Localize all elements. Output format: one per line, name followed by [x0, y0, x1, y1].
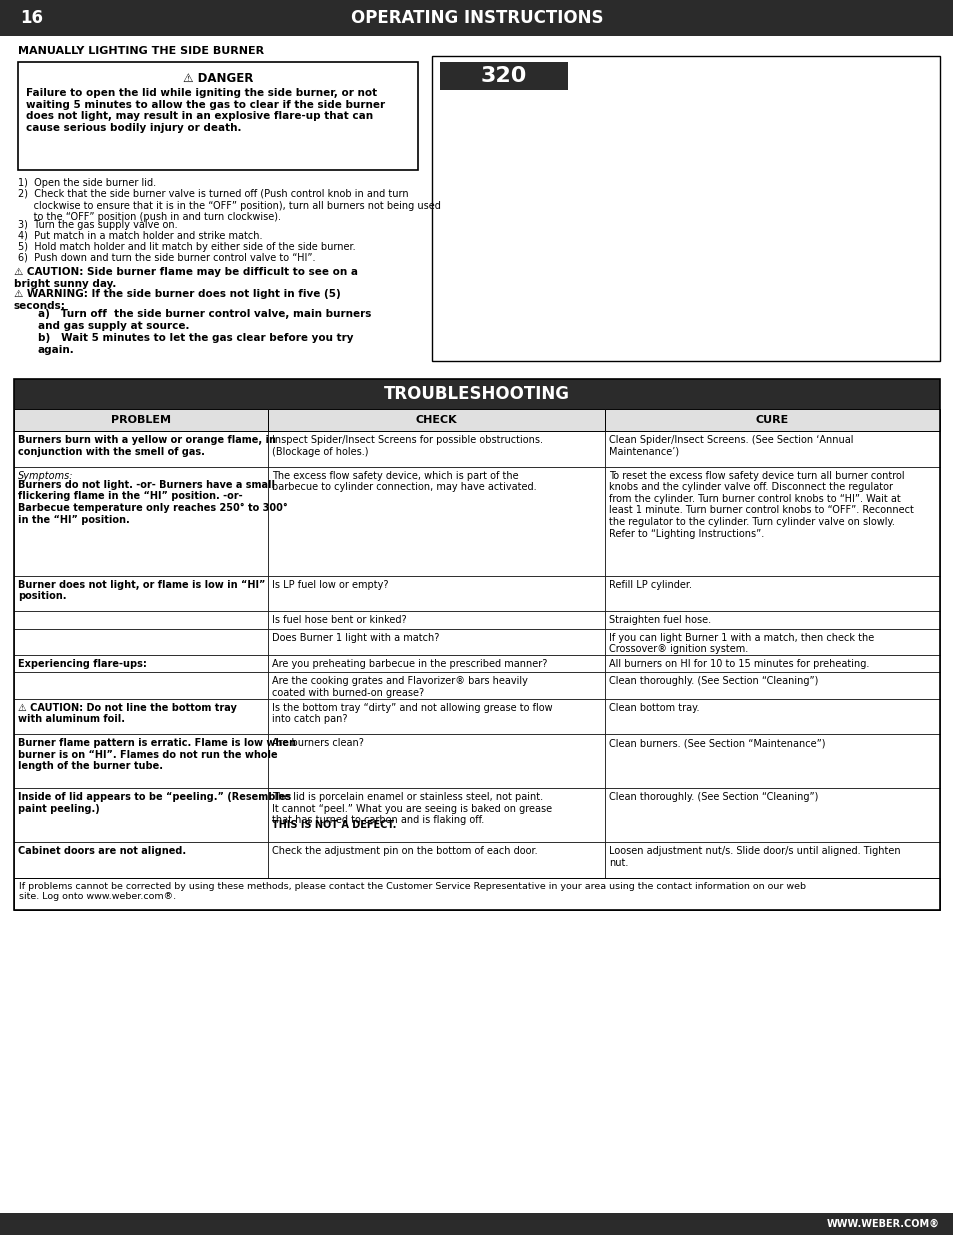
Bar	[604, 788, 939, 842]
Bar	[14, 878, 939, 910]
Bar	[14, 379, 939, 910]
Bar	[268, 734, 604, 788]
Bar	[604, 431, 939, 467]
Text: Are you preheating barbecue in the prescribed manner?: Are you preheating barbecue in the presc…	[272, 659, 547, 669]
Bar	[14, 467, 268, 576]
Bar	[14, 379, 939, 409]
Text: 4)  Put match in a match holder and strike match.: 4) Put match in a match holder and strik…	[18, 231, 262, 241]
Text: CHECK: CHECK	[416, 415, 456, 425]
Text: Refill LP cylinder.: Refill LP cylinder.	[608, 579, 691, 590]
Bar	[14, 409, 268, 431]
Text: Burners burn with a yellow or orange flame, in
conjunction with the smell of gas: Burners burn with a yellow or orange fla…	[18, 435, 275, 457]
Bar	[268, 842, 604, 878]
Bar	[604, 842, 939, 878]
Text: Symptoms:: Symptoms:	[18, 471, 73, 480]
Text: Straighten fuel hose.: Straighten fuel hose.	[608, 615, 710, 625]
Text: OPERATING INSTRUCTIONS: OPERATING INSTRUCTIONS	[351, 9, 602, 27]
Bar	[268, 409, 604, 431]
Text: a)   Turn off  the side burner control valve, main burners
and gas supply at sou: a) Turn off the side burner control valv…	[38, 309, 371, 331]
Bar	[604, 611, 939, 629]
Text: Is LP fuel low or empty?: Is LP fuel low or empty?	[272, 579, 388, 590]
Text: Are burners clean?: Are burners clean?	[272, 739, 363, 748]
Text: Burners do not light. -or- Burners have a small
flickering flame in the “HI” pos: Burners do not light. -or- Burners have …	[18, 480, 288, 525]
Bar	[14, 611, 268, 629]
Bar	[268, 672, 604, 699]
Text: CURE: CURE	[755, 415, 788, 425]
Text: 1)  Open the side burner lid.: 1) Open the side burner lid.	[18, 178, 156, 188]
Text: ⚠ DANGER: ⚠ DANGER	[183, 72, 253, 85]
Bar	[268, 611, 604, 629]
Bar	[604, 629, 939, 655]
Bar	[14, 431, 268, 467]
Bar	[14, 788, 268, 842]
Bar	[14, 655, 268, 672]
Bar	[14, 842, 268, 878]
Text: ⚠ CAUTION: Side burner flame may be difficult to see on a
bright sunny day.: ⚠ CAUTION: Side burner flame may be diff…	[14, 267, 357, 289]
Bar	[268, 576, 604, 611]
Text: ⚠ WARNING: If the side burner does not light in five (5)
seconds:: ⚠ WARNING: If the side burner does not l…	[14, 289, 340, 310]
Text: Check the adjustment pin on the bottom of each door.: Check the adjustment pin on the bottom o…	[272, 846, 537, 856]
Text: To reset the excess flow safety device turn all burner control
knobs and the cyl: To reset the excess flow safety device t…	[608, 471, 913, 538]
Text: 2)  Check that the side burner valve is turned off (Push control knob in and tur: 2) Check that the side burner valve is t…	[18, 189, 440, 222]
Bar	[604, 699, 939, 734]
Bar	[604, 409, 939, 431]
Text: Clean burners. (See Section “Maintenance”): Clean burners. (See Section “Maintenance…	[608, 739, 824, 748]
Bar	[268, 655, 604, 672]
Bar	[0, 0, 953, 36]
Bar	[604, 655, 939, 672]
Bar	[439, 62, 567, 90]
Bar	[604, 734, 939, 788]
Text: Inside of lid appears to be “peeling.” (Resembles
paint peeling.): Inside of lid appears to be “peeling.” (…	[18, 792, 291, 814]
Text: 16: 16	[20, 9, 43, 27]
Text: 6)  Push down and turn the side burner control valve to “HI”.: 6) Push down and turn the side burner co…	[18, 253, 315, 263]
Bar	[268, 699, 604, 734]
Text: Clean Spider/Insect Screens. (See Section ‘Annual
Maintenance’): Clean Spider/Insect Screens. (See Sectio…	[608, 435, 853, 457]
Text: PROBLEM: PROBLEM	[111, 415, 171, 425]
Text: Inspect Spider/Insect Screens for possible obstructions.
(Blockage of holes.): Inspect Spider/Insect Screens for possib…	[272, 435, 542, 457]
Bar	[604, 672, 939, 699]
Text: MANUALLY LIGHTING THE SIDE BURNER: MANUALLY LIGHTING THE SIDE BURNER	[18, 46, 264, 56]
Bar	[604, 467, 939, 576]
Bar	[18, 62, 417, 170]
Text: Failure to open the lid while igniting the side burner, or not
waiting 5 minutes: Failure to open the lid while igniting t…	[26, 88, 385, 133]
Text: If you can light Burner 1 with a match, then check the
Crossover® ignition syste: If you can light Burner 1 with a match, …	[608, 632, 873, 655]
Bar	[604, 576, 939, 611]
Bar	[14, 576, 268, 611]
Bar	[14, 699, 268, 734]
Bar	[268, 431, 604, 467]
Text: WWW.WEBER.COM®: WWW.WEBER.COM®	[826, 1219, 939, 1229]
Text: Burner does not light, or flame is low in “HI”
position.: Burner does not light, or flame is low i…	[18, 579, 265, 601]
Text: 320: 320	[480, 65, 527, 86]
Bar	[432, 56, 939, 361]
Text: All burners on HI for 10 to 15 minutes for preheating.: All burners on HI for 10 to 15 minutes f…	[608, 659, 868, 669]
Text: The excess flow safety device, which is part of the
barbecue to cylinder connect: The excess flow safety device, which is …	[272, 471, 536, 493]
Text: Are the cooking grates and Flavorizer® bars heavily
coated with burned-on grease: Are the cooking grates and Flavorizer® b…	[272, 677, 527, 698]
Bar	[268, 788, 604, 842]
Text: ⚠ CAUTION: Do not line the bottom tray
with aluminum foil.: ⚠ CAUTION: Do not line the bottom tray w…	[18, 703, 236, 724]
Bar	[14, 672, 268, 699]
Text: Burner flame pattern is erratic. Flame is low when
burner is on “HI”. Flames do : Burner flame pattern is erratic. Flame i…	[18, 739, 295, 772]
Text: Clean thoroughly. (See Section “Cleaning”): Clean thoroughly. (See Section “Cleaning…	[608, 677, 818, 687]
Text: Loosen adjustment nut/s. Slide door/s until aligned. Tighten
nut.: Loosen adjustment nut/s. Slide door/s un…	[608, 846, 900, 868]
Text: Is fuel hose bent or kinked?: Is fuel hose bent or kinked?	[272, 615, 406, 625]
Text: Is the bottom tray “dirty” and not allowing grease to flow
into catch pan?: Is the bottom tray “dirty” and not allow…	[272, 703, 552, 724]
Text: The lid is porcelain enamel or stainless steel, not paint.
It cannot “peel.” Wha: The lid is porcelain enamel or stainless…	[272, 792, 552, 825]
Text: b)   Wait 5 minutes to let the gas clear before you try
again.: b) Wait 5 minutes to let the gas clear b…	[38, 333, 354, 354]
Text: 3)  Turn the gas supply valve on.: 3) Turn the gas supply valve on.	[18, 220, 177, 230]
Text: TROUBLESHOOTING: TROUBLESHOOTING	[384, 385, 569, 403]
Text: Experiencing flare-ups:: Experiencing flare-ups:	[18, 659, 147, 669]
Text: Cabinet doors are not aligned.: Cabinet doors are not aligned.	[18, 846, 186, 856]
Text: THIS IS NOT A DEFECT.: THIS IS NOT A DEFECT.	[272, 820, 395, 830]
Text: Clean bottom tray.: Clean bottom tray.	[608, 703, 699, 713]
Text: If problems cannot be corrected by using these methods, please contact the Custo: If problems cannot be corrected by using…	[19, 882, 805, 902]
Text: Does Burner 1 light with a match?: Does Burner 1 light with a match?	[272, 632, 439, 642]
Bar	[0, 1213, 953, 1235]
Text: 5)  Hold match holder and lit match by either side of the side burner.: 5) Hold match holder and lit match by ei…	[18, 242, 355, 252]
Bar	[268, 629, 604, 655]
Text: Clean thoroughly. (See Section “Cleaning”): Clean thoroughly. (See Section “Cleaning…	[608, 792, 818, 803]
Bar	[14, 734, 268, 788]
Bar	[268, 467, 604, 576]
Bar	[14, 629, 268, 655]
